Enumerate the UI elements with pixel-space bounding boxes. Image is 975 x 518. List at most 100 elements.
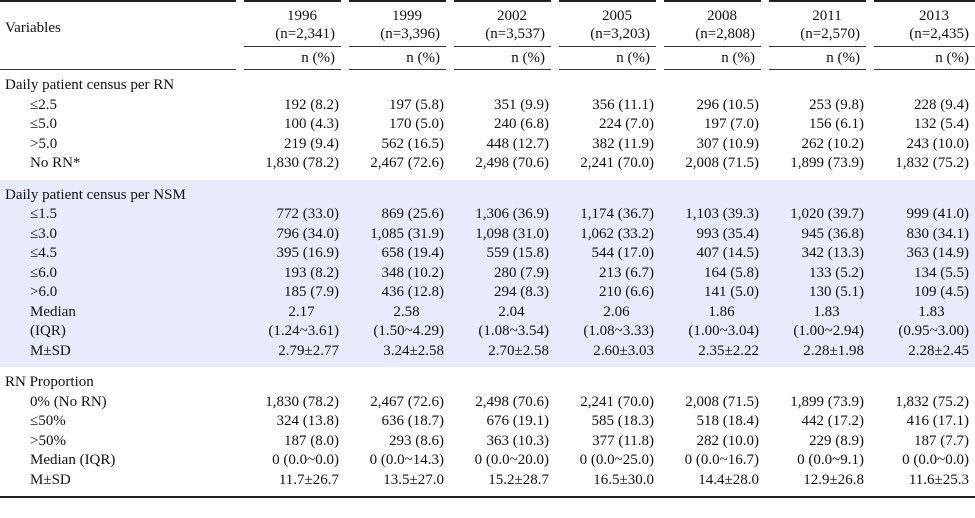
table-cell: 407 (14.5) (696, 245, 760, 261)
row-label: ≤6.0 (30, 264, 57, 281)
table-cell: 416 (17.1) (906, 413, 970, 429)
section-title: Daily patient census per NSM (5, 186, 186, 203)
table-cell: 342 (13.3) (801, 245, 865, 261)
table-cell: 109 (4.5) (914, 284, 969, 300)
table-row: Median (IQR) 0 (0.0~0.0) 0 (0.0~14.3) 0 (0.… (0, 451, 975, 471)
table-row: >50% 187 (8.0) 293 (8.6) 363 (10.3) 377 (11.… (0, 431, 975, 451)
table-cell: 442 (17.2) (801, 413, 865, 429)
table-cell: 945 (36.8) (801, 225, 865, 242)
table-cell: 2.70±2.58 (488, 342, 549, 359)
table-cell: 2,498 (70.6) (475, 155, 549, 171)
table-cell: 2,241 (70.0) (580, 155, 654, 171)
table-cell: 2.06 (603, 303, 630, 320)
table-row: M±SD 11.7±26.7 13.5±27.0 15.2±28.7 16.5±30.0… (0, 470, 975, 498)
table-cell: 132 (5.4) (914, 116, 969, 132)
table-cell: 544 (17.0) (591, 245, 655, 261)
table-cell: 772 (33.0) (276, 206, 340, 222)
table-cell: 324 (13.8) (276, 413, 340, 429)
table-cell: 348 (10.2) (381, 264, 445, 281)
row-label: ≤3.0 (30, 225, 57, 242)
table-cell: 11.7±26.7 (240, 470, 345, 498)
table-cell: 262 (10.2) (801, 135, 865, 152)
unit-header: n (%) (761, 46, 870, 70)
table-row: >5.0 219 (9.4) 562 (16.5) 448 (12.7) 382 (11… (0, 134, 975, 154)
table-cell: 2.04 (498, 303, 525, 320)
table-cell: 224 (7.0) (599, 116, 654, 132)
year-n-label: (n=2,341) (275, 26, 335, 42)
table-cell: 14.4±28.0 (660, 470, 765, 498)
table-cell: 185 (7.9) (284, 284, 339, 300)
table-cell: 562 (16.5) (381, 135, 445, 152)
table-row: ≤50% 324 (13.8) 636 (18.7) 676 (19.1) 585 (1… (0, 412, 975, 432)
table-cell: 193 (8.2) (284, 264, 339, 281)
year-label: 1996 (287, 8, 317, 24)
table-cell: (1.08~3.33) (583, 323, 654, 339)
row-label: ≤1.5 (30, 206, 57, 222)
table-row: No RN* 1,830 (78.2) 2,467 (72.6) 2,498 (70.… (0, 154, 975, 180)
table-cell: 2.28±2.45 (908, 342, 969, 359)
unit-header: n (%) (446, 46, 555, 70)
row-label: Median (30, 303, 76, 320)
table-cell: 559 (15.8) (486, 245, 550, 261)
table-row: ≤3.0 796 (34.0) 1,085 (31.9) 1,098 (31.0) 1,… (0, 224, 975, 244)
table-cell: 2,467 (72.6) (370, 155, 444, 171)
table-cell: 0 (0.0~14.3) (369, 452, 444, 468)
row-label: ≤5.0 (30, 116, 57, 132)
table-cell: 1.83 (918, 303, 945, 320)
table-cell: (1.08~3.54) (478, 323, 549, 339)
table-cell: 0 (0.0~0.0) (902, 452, 969, 468)
row-label: M±SD (0, 470, 240, 498)
year-label: 1999 (392, 8, 422, 24)
table-row: Median 2.17 2.58 2.04 2.06 1.86 1.83 1.83 (0, 302, 975, 322)
year-n-label: (n=3,537) (485, 26, 545, 42)
section-title-row: RN Proportion (0, 367, 975, 393)
table-cell: 13.5±27.0 (345, 470, 450, 498)
table-cell: 585 (18.3) (591, 413, 655, 429)
table-cell: 187 (8.0) (284, 432, 339, 449)
year-header: 2013 (n=2,435) (866, 0, 975, 47)
table-cell: 228 (9.4) (914, 96, 969, 113)
table-cell: 210 (6.6) (599, 284, 654, 300)
table-cell: 12.9±26.8 (765, 470, 870, 498)
table-row: ≤5.0 100 (4.3) 170 (5.0) 240 (6.8) 224 (7.0)… (0, 115, 975, 135)
year-header: 1999 (n=3,396) (341, 0, 450, 47)
table-cell: 141 (5.0) (704, 284, 759, 300)
table-cell: 197 (5.8) (389, 96, 444, 113)
table-row: ≤6.0 193 (8.2) 348 (10.2) 280 (7.9) 213 (6.7… (0, 263, 975, 283)
table-cell: 382 (11.9) (592, 135, 654, 152)
year-header: 2008 (n=2,808) (656, 0, 765, 47)
table-cell: 1,098 (31.0) (475, 225, 549, 242)
table-cell: 0 (0.0~20.0) (474, 452, 549, 468)
table-cell: 796 (34.0) (276, 225, 340, 242)
table-cell: 1,085 (31.9) (370, 225, 444, 242)
table-cell: (1.24~3.61) (268, 323, 339, 339)
table-cell: 1,174 (36.7) (580, 206, 654, 222)
table-cell: 280 (7.9) (494, 264, 549, 281)
row-label: 0% (No RN) (30, 393, 107, 410)
table-cell: 1,832 (75.2) (895, 155, 969, 171)
section-title: RN Proportion (5, 374, 94, 390)
table-cell: 869 (25.6) (381, 206, 445, 222)
year-n-label: (n=2,808) (695, 26, 755, 42)
table-cell: 1,830 (78.2) (265, 155, 339, 171)
table-cell: (0.95~3.00) (898, 323, 969, 339)
table-cell: 240 (6.8) (494, 116, 549, 132)
table-cell: 15.2±28.7 (450, 470, 555, 498)
year-n-label: (n=2,570) (800, 26, 860, 42)
table-cell: 0 (0.0~25.0) (579, 452, 654, 468)
unit-header: n (%) (341, 46, 450, 70)
row-label: No RN* (30, 155, 81, 171)
table-cell: (1.50~4.29) (373, 323, 444, 339)
table-cell: 395 (16.9) (276, 245, 340, 261)
table-cell: 0 (0.0~16.7) (684, 452, 759, 468)
table-cell: 253 (9.8) (809, 96, 864, 113)
table-cell: 0 (0.0~0.0) (272, 452, 339, 468)
section-title: Daily patient census per RN (5, 77, 175, 93)
table-cell: 156 (6.1) (809, 116, 864, 132)
header-unit-blank (0, 46, 240, 70)
row-label: ≤50% (30, 413, 66, 429)
table-cell: 1,020 (39.7) (790, 206, 864, 222)
table-cell: 307 (10.9) (696, 135, 760, 152)
table-cell: 2.79±2.77 (278, 342, 339, 359)
year-label: 2005 (602, 8, 632, 24)
